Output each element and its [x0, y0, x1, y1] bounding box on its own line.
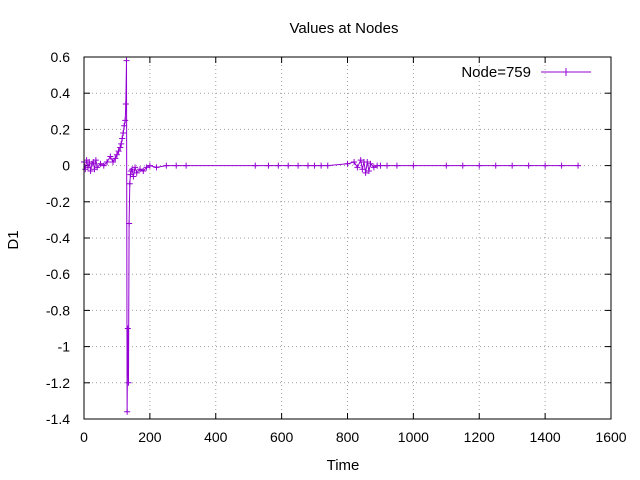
- data-point: [112, 155, 119, 162]
- data-point: [94, 164, 101, 171]
- y-tick-label: 0.2: [51, 121, 71, 137]
- data-point: [124, 325, 131, 332]
- data-point: [459, 162, 466, 169]
- data-point: [115, 148, 122, 155]
- data-point: [100, 162, 107, 169]
- y-tick-label: -0.8: [46, 302, 70, 318]
- y-tick-label: -1.4: [46, 411, 70, 427]
- data-point: [311, 162, 318, 169]
- x-tick-label: 1600: [595, 429, 626, 445]
- data-point: [525, 162, 532, 169]
- x-tick-label: 1400: [530, 429, 561, 445]
- data-point: [285, 162, 292, 169]
- y-tick-label: -1.2: [46, 375, 70, 391]
- x-tick-label: 0: [80, 429, 88, 445]
- x-tick-label: 200: [138, 429, 162, 445]
- y-tick-label: -0.6: [46, 266, 70, 282]
- data-point: [351, 158, 358, 165]
- data-point: [140, 168, 147, 175]
- data-point: [359, 166, 366, 173]
- data-point: [492, 162, 499, 169]
- data-point: [133, 169, 140, 176]
- series-line: [83, 60, 579, 412]
- data-point: [183, 162, 190, 169]
- y-tick-label: -0.2: [46, 194, 70, 210]
- x-axis-label: Time: [327, 457, 360, 474]
- data-point: [121, 122, 128, 129]
- data-point: [364, 158, 371, 165]
- data-point: [558, 162, 565, 169]
- data-point: [124, 408, 131, 415]
- data-point: [304, 162, 311, 169]
- data-point: [117, 144, 124, 151]
- data-point: [123, 57, 130, 64]
- y-tick-label: 0.4: [51, 85, 71, 101]
- data-point: [132, 164, 139, 171]
- data-point: [136, 166, 143, 173]
- data-point: [143, 164, 150, 171]
- x-tick-label: 600: [270, 429, 294, 445]
- data-point: [384, 162, 391, 169]
- data-point: [324, 162, 331, 169]
- data-point: [344, 160, 351, 167]
- grid: [84, 57, 611, 419]
- data-point: [410, 162, 417, 169]
- data-point: [122, 101, 129, 108]
- data-point: [97, 160, 104, 167]
- data-point: [113, 151, 120, 158]
- series-layer: [81, 57, 582, 415]
- data-point: [92, 157, 99, 164]
- data-point: [370, 164, 377, 171]
- y-tick-label: -0.4: [46, 230, 70, 246]
- y-tick-label: -1: [58, 339, 71, 355]
- axis-ticks: 0 200 400 600 800 1000 1200 1400 16000.60.40.20-…: [46, 49, 627, 445]
- data-point: [265, 162, 272, 169]
- data-point: [125, 379, 132, 386]
- data-point: [130, 173, 137, 180]
- y-tick-label: 0: [62, 158, 70, 174]
- data-point: [87, 168, 94, 175]
- y-axis-label: D1: [5, 230, 22, 249]
- data-point: [542, 162, 549, 169]
- data-point: [443, 162, 450, 169]
- data-point: [163, 162, 170, 169]
- data-point: [120, 130, 127, 137]
- x-tick-label: 800: [336, 429, 360, 445]
- data-point: [318, 162, 325, 169]
- x-tick-label: 400: [204, 429, 228, 445]
- data-point: [377, 162, 384, 169]
- data-point: [126, 180, 133, 187]
- data-point: [119, 135, 126, 142]
- data-point: [109, 158, 116, 165]
- x-tick-label: 1000: [398, 429, 429, 445]
- data-point: [146, 162, 153, 169]
- data-point: [509, 162, 516, 169]
- data-point: [275, 162, 282, 169]
- data-point: [365, 168, 372, 175]
- data-point: [393, 162, 400, 169]
- data-point: [84, 164, 91, 171]
- data-point: [354, 164, 361, 171]
- chart-title: Values at Nodes: [290, 20, 399, 37]
- legend-label: Node=759: [461, 64, 531, 81]
- data-point: [367, 160, 374, 167]
- y-tick-label: 0.6: [51, 49, 71, 65]
- legend: Node=759: [461, 64, 591, 81]
- x-tick-label: 1200: [464, 429, 495, 445]
- data-point: [153, 164, 160, 171]
- data-point: [104, 158, 111, 165]
- data-point: [362, 169, 369, 176]
- data-point: [122, 117, 129, 124]
- data-point: [118, 140, 125, 147]
- data-point: [173, 162, 180, 169]
- data-point: [476, 162, 483, 169]
- data-point: [107, 153, 114, 160]
- data-point: [126, 220, 133, 227]
- data-point: [357, 157, 364, 164]
- data-point: [252, 162, 259, 169]
- data-point: [575, 162, 582, 169]
- plot-frame: [83, 56, 612, 420]
- data-point: [295, 162, 302, 169]
